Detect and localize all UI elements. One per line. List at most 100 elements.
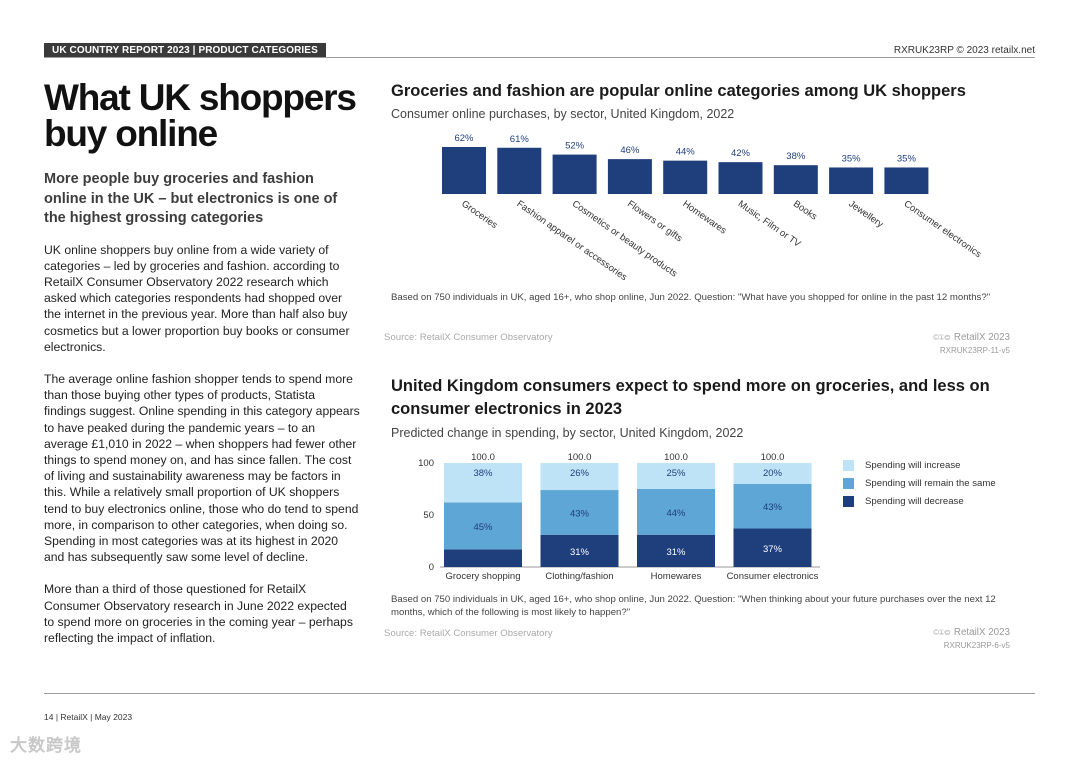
chart1-value-label-2: 52% [565, 141, 585, 152]
chart2-segment-label-3-0: 37% [763, 544, 783, 555]
chart1-bar-3 [607, 159, 652, 194]
chart2-segment-1-2 [540, 463, 619, 491]
chart1-bar-8 [884, 167, 929, 194]
chart2-total-label-1: 100.0 [568, 452, 592, 463]
chart1-category-label-0: Groceries [459, 198, 499, 231]
chart2-category-label-3: Consumer electronics [727, 571, 819, 582]
chart2-stacked-bar-chart: 0 50 100 45% 38% 100.0 Grocery shopping 31% 43% 2… [418, 452, 820, 582]
chart1-category-label-4: Homewares [680, 198, 728, 236]
footer-divider [44, 693, 1035, 694]
chart2-segment-3-2 [733, 463, 812, 484]
chart1-subtitle: Consumer online purchases, by sector, Un… [391, 107, 735, 121]
chart1-bar-1 [497, 147, 542, 194]
chart2-total-label-3: 100.0 [761, 452, 785, 463]
chart2-note: Based on 750 individuals in UK, aged 16+… [391, 594, 996, 618]
chart1-value-label-3: 46% [620, 145, 640, 156]
chart2-segment-label-1-2: 26% [570, 468, 590, 479]
chart2-credit-id: RXRUK23RP-6-v5 [943, 641, 1010, 650]
chart1-credit-id: RXRUK23RP-11-v5 [939, 346, 1010, 355]
article-subhead: More people buy groceries and fashion on… [44, 171, 338, 226]
chart2-title-line-2: consumer electronics in 2023 [391, 400, 623, 418]
chart1-value-label-1: 61% [510, 134, 530, 145]
legend-swatch-increase [843, 459, 854, 471]
chart1-value-label-4: 44% [676, 147, 696, 158]
chart2-title-line-1: United Kingdom consumers expect to spend… [391, 377, 990, 395]
chart1-category-label-3: Flowers or gifts [625, 198, 684, 244]
chart2-segment-0-0 [444, 549, 522, 567]
chart1-bar-4 [663, 160, 708, 194]
chart1-bar-7 [829, 167, 874, 194]
chart2-segment-1-1 [540, 490, 619, 535]
chart2-subtitle: Predicted change in spending, by sector,… [391, 426, 744, 440]
legend-label-same: Spending will remain the same [865, 477, 996, 489]
chart1-value-label-6: 38% [786, 151, 806, 162]
article-paragraph-3: More than a third of those questioned fo… [44, 582, 353, 645]
chart2-y-tick-2: 100 [418, 458, 434, 469]
chart2-segment-3-0 [733, 528, 812, 567]
chart1-bar-chart: 62% Groceries 61% Fashion apparel or access… [442, 133, 984, 283]
chart1-value-label-8: 35% [897, 153, 917, 164]
chart1-bar-6 [773, 165, 818, 194]
chart2-source: Source: RetailX Consumer Observatory [384, 628, 553, 639]
article-paragraph-1: UK online shoppers buy online from a wid… [44, 242, 350, 354]
chart1-category-label-6: Books [791, 198, 819, 222]
legend-swatch-same [843, 477, 854, 489]
chart2-segment-label-2-0: 31% [666, 547, 686, 558]
chart2-segment-0-2 [444, 463, 522, 503]
chart1-value-label-5: 42% [731, 148, 751, 159]
document-reference: RXRUK23RP © 2023 retailx.net [893, 45, 1035, 56]
legend-label-decrease: Spending will decrease [865, 495, 964, 507]
chart2-total-label-2: 100.0 [664, 452, 688, 463]
chart2-y-tick-0: 0 [429, 562, 434, 573]
watermark: 大数跨境 [10, 736, 82, 755]
chart1-credit: ©①⊜ RetailX 2023 [920, 332, 1010, 343]
legend-item-decrease: Spending will decrease [843, 492, 996, 510]
section-label: UK COUNTRY REPORT 2023 | PRODUCT CATEGOR… [44, 43, 326, 58]
page-title: What UK shoppers buy online [44, 77, 360, 154]
legend-label-increase: Spending will increase [865, 459, 961, 471]
chart2-title: United Kingdom consumers expect to spend… [391, 375, 990, 421]
chart2-segment-2-0 [637, 534, 715, 567]
chart1-bar-0 [442, 147, 486, 194]
chart2-segment-label-0-1: 45% [473, 522, 493, 533]
chart1-category-label-2: Cosmetics or beauty products [570, 198, 679, 279]
chart2-segment-label-1-1: 43% [570, 508, 590, 519]
chart2-segment-label-1-0: 31% [570, 547, 590, 558]
page-title-line-1: What UK shoppers [44, 77, 357, 118]
chart1-bar-2 [552, 154, 597, 194]
chart1-credit-label: RetailX 2023 [953, 332, 1010, 343]
legend-item-same: Spending will remain the same [843, 474, 996, 492]
chart1-category-label-1: Fashion apparel or accessories [515, 198, 630, 283]
chart2-segment-label-3-1: 43% [763, 502, 783, 513]
chart2-legend: Spending will increase Spending will rem… [843, 456, 996, 510]
chart2-credit: ©①⊜ RetailX 2023 [920, 627, 1010, 638]
chart1-title: Groceries and fashion are popular online… [391, 82, 966, 100]
legend-item-increase: Spending will increase [843, 456, 996, 474]
chart2-segment-label-0-2: 38% [473, 468, 493, 479]
chart1-value-label-7: 35% [842, 153, 862, 164]
chart2-category-label-1: Clothing/fashion [545, 571, 613, 582]
chart2-credit-label: RetailX 2023 [953, 627, 1010, 638]
creative-commons-icon: ©①⊜ [933, 333, 951, 342]
chart1-source: Source: RetailX Consumer Observatory [384, 332, 553, 343]
chart1-category-label-8: Consumer electronics [902, 198, 984, 260]
article-column: What UK shoppers buy online More people … [44, 77, 360, 646]
chart2-category-label-0: Grocery shopping [446, 571, 521, 582]
chart2-y-tick-1: 50 [423, 510, 434, 521]
legend-swatch-decrease [843, 495, 854, 507]
article-paragraph-2: The average online fashion shopper tends… [44, 371, 360, 565]
chart2-segment-label-2-1: 44% [666, 508, 686, 519]
chart1-category-label-7: Jewellery [846, 198, 885, 230]
chart2-segment-label-2-2: 25% [666, 468, 686, 479]
page-title-line-2: buy online [44, 113, 218, 154]
chart1-value-label-0: 62% [454, 133, 474, 144]
chart1-note: Based on 750 individuals in UK, aged 16+… [391, 292, 991, 303]
page-footer: 14 | RetailX | May 2023 [44, 712, 133, 722]
chart1-bar-5 [718, 162, 763, 194]
header-divider [44, 57, 1035, 58]
chart2-segment-2-1 [637, 489, 715, 535]
creative-commons-icon: ©①⊜ [933, 628, 951, 637]
chart2-category-label-2: Homewares [651, 571, 702, 582]
chart2-segment-3-1 [733, 483, 812, 529]
chart2-segment-0-1 [444, 502, 522, 550]
